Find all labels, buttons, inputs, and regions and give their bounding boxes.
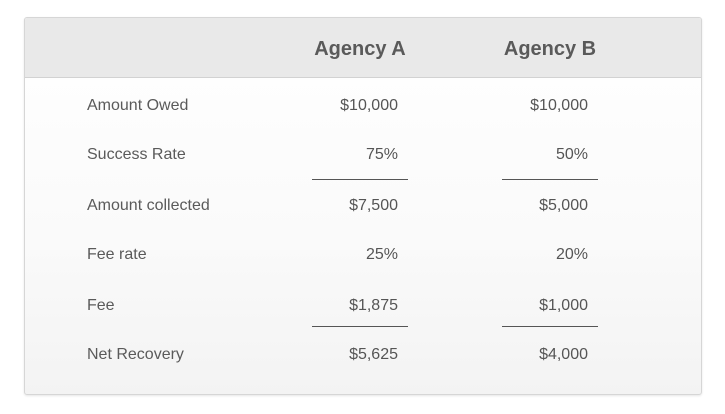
cell-agency-a: $7,500 (349, 197, 398, 214)
comparison-table: Agency A Agency B Amount Owed $10,000 $1… (24, 17, 702, 395)
table-row-fee: Fee $1,875 $1,000 (25, 294, 701, 318)
total-divider-agency-a (312, 326, 408, 327)
column-header-agency-a: Agency A (314, 38, 406, 60)
cell-agency-b: $4,000 (539, 346, 588, 363)
table-row-amount-owed: Amount Owed $10,000 $10,000 (25, 94, 701, 118)
row-label: Amount collected (87, 197, 210, 214)
cell-agency-b: 20% (555, 246, 588, 263)
table-row-success-rate: Success Rate 75% 50% (25, 143, 701, 167)
cell-agency-a: 25% (365, 246, 398, 263)
subtotal-divider-agency-b (502, 179, 598, 180)
cell-agency-a: $1,875 (349, 297, 398, 314)
row-label: Fee rate (87, 246, 147, 263)
row-label: Fee (87, 297, 115, 314)
cell-agency-a: $5,625 (349, 346, 398, 363)
cell-agency-a: $10,000 (340, 97, 398, 114)
table-row-net-recovery: Net Recovery $5,625 $4,000 (25, 343, 701, 367)
row-label: Amount Owed (87, 97, 189, 114)
cell-agency-a: 75% (365, 146, 398, 163)
table-row-amount-collected: Amount collected $7,500 $5,000 (25, 194, 701, 218)
row-label: Success Rate (87, 146, 186, 163)
cell-agency-b: $1,000 (539, 297, 588, 314)
subtotal-divider-agency-a (312, 179, 408, 180)
table-row-fee-rate: Fee rate 25% 20% (25, 243, 701, 267)
cell-agency-b: $5,000 (539, 197, 588, 214)
cell-agency-b: 50% (555, 146, 588, 163)
total-divider-agency-b (502, 326, 598, 327)
cell-agency-b: $10,000 (530, 97, 588, 114)
table-header: Agency A Agency B (25, 18, 701, 78)
column-header-agency-b: Agency B (503, 38, 597, 60)
row-label: Net Recovery (87, 346, 184, 363)
